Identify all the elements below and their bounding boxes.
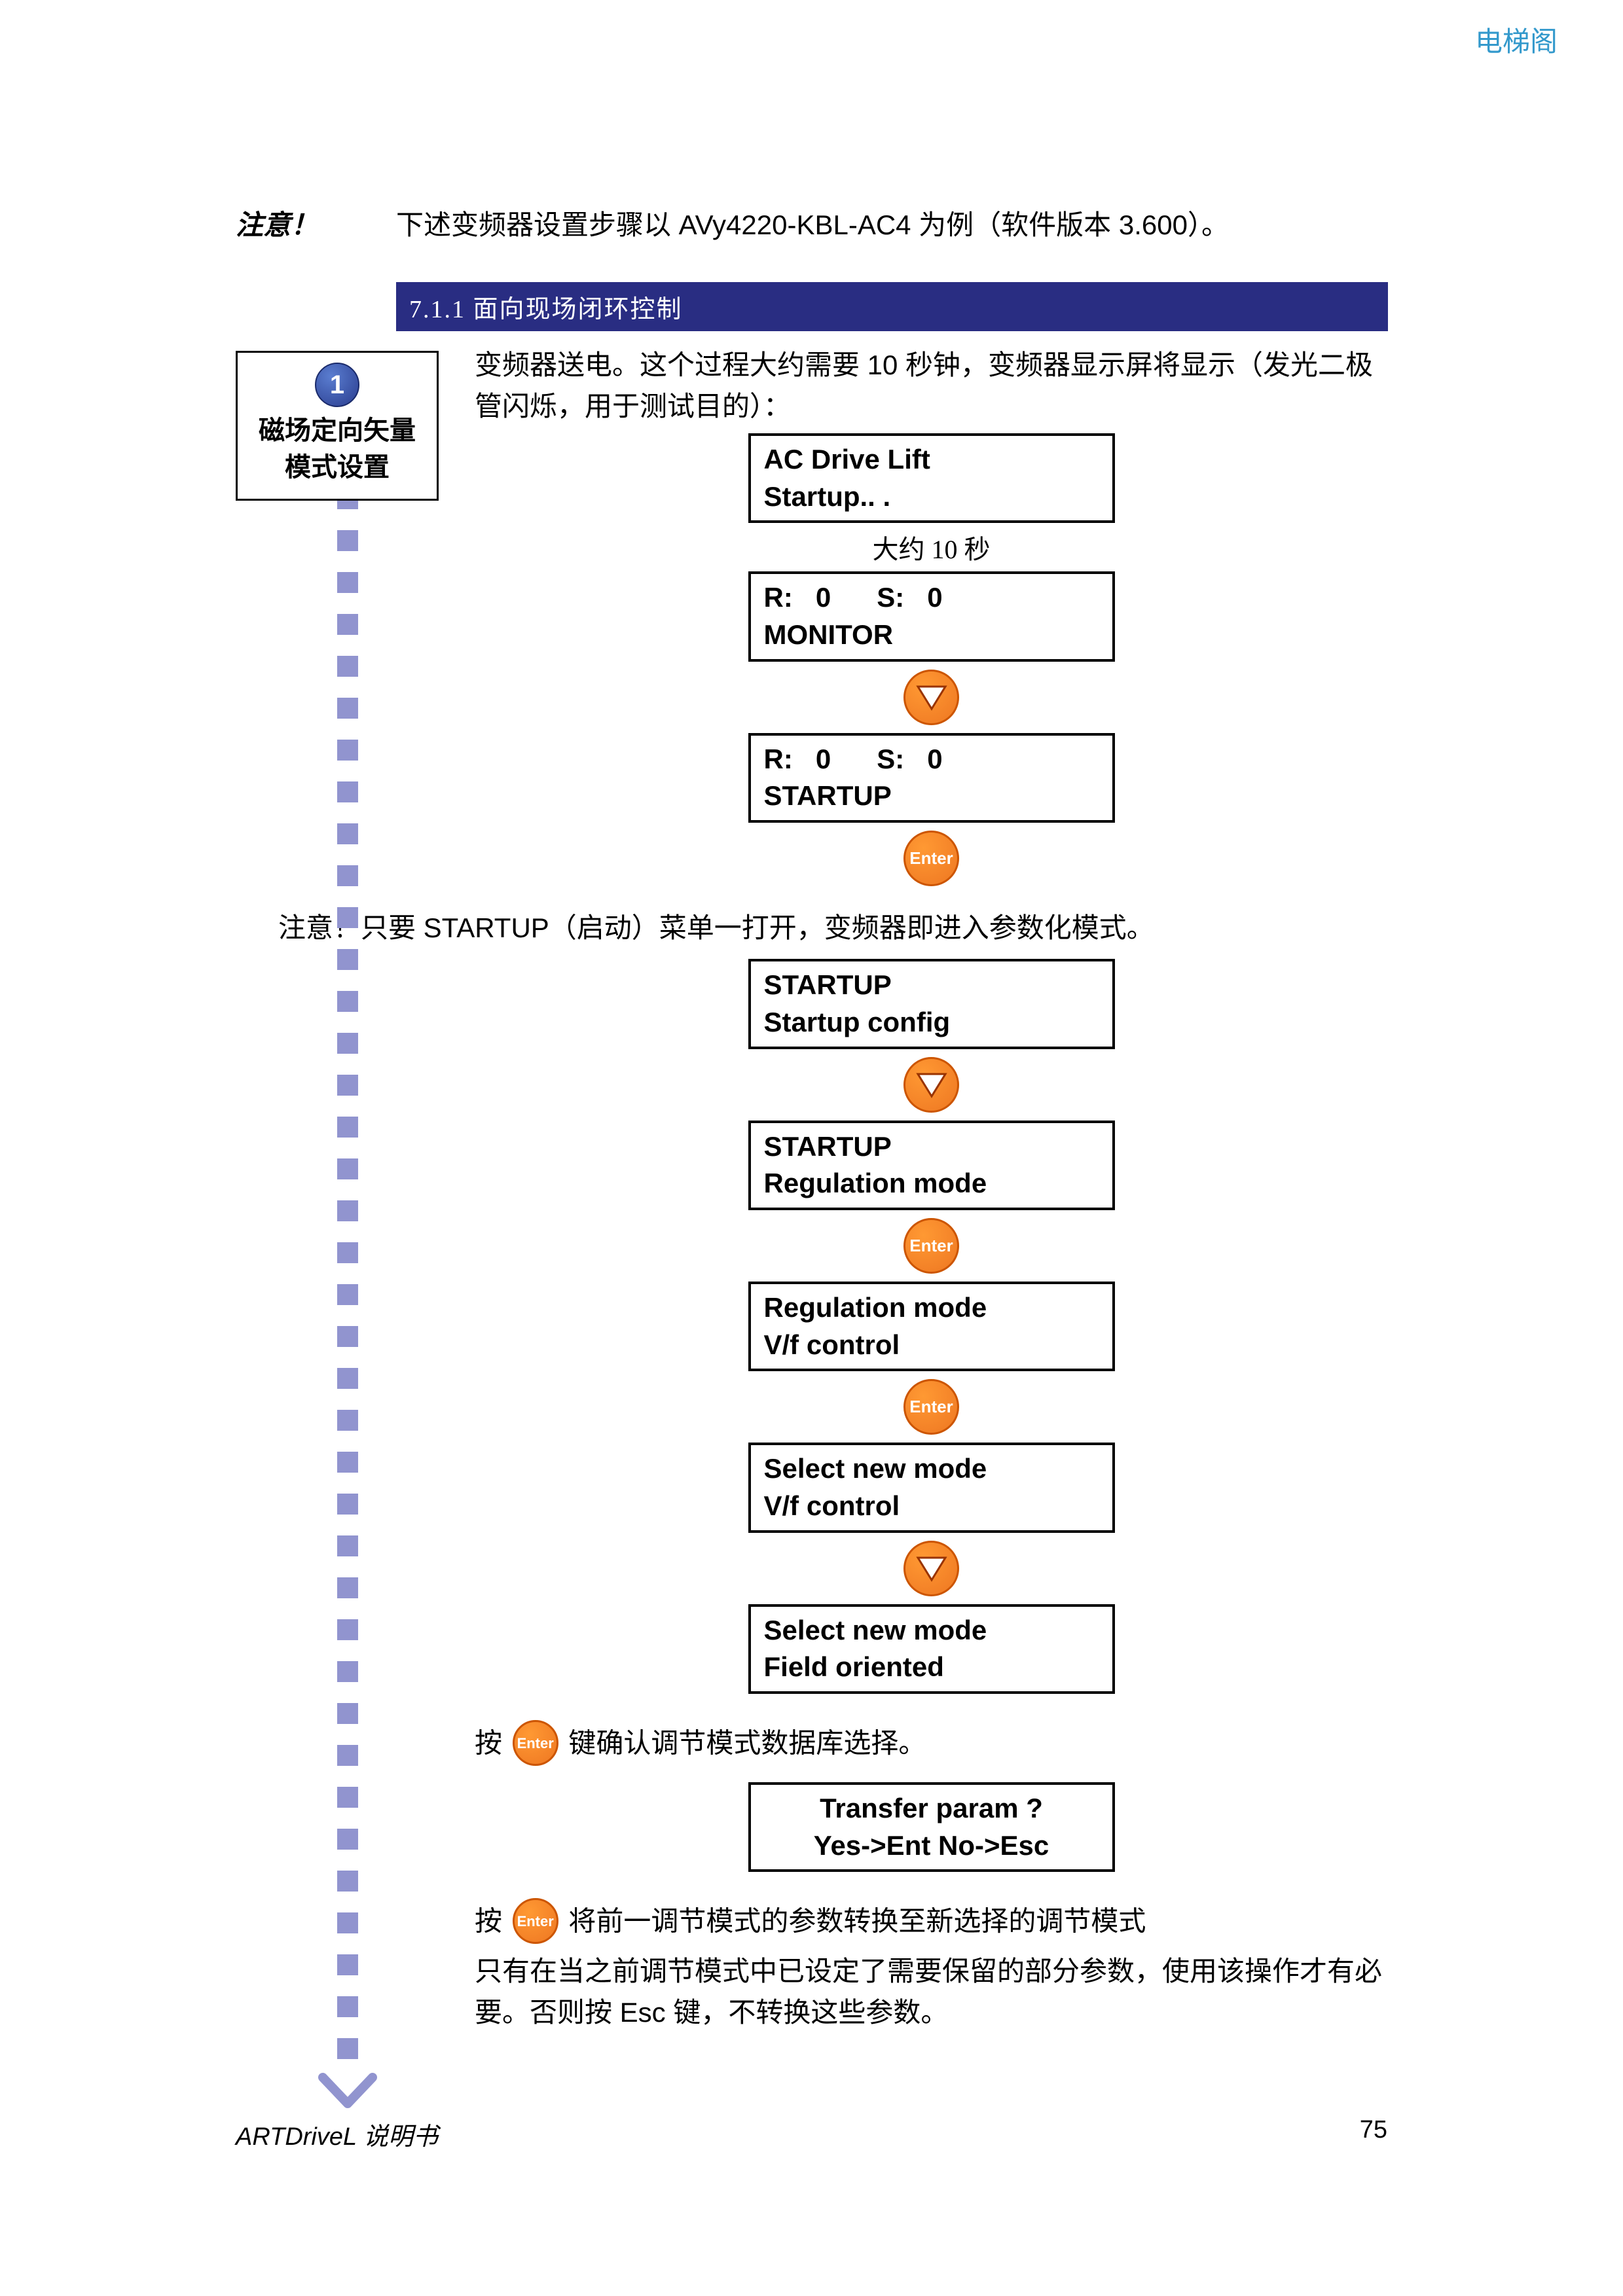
- final-paragraph-2: 只有在当之前调节模式中已设定了需要保留的部分参数，使用该操作才有必要。否则按 E…: [475, 1950, 1388, 2033]
- box1-line2: Startup.. .: [764, 478, 1099, 516]
- final-post: 将前一调节模式的参数转换至新选择的调节模式: [568, 1906, 1146, 1937]
- down-triangle-icon: [903, 1541, 959, 1596]
- down-button-row-1: [475, 670, 1388, 725]
- down-triangle-icon: [903, 1057, 959, 1113]
- box7-line1: Select new mode: [764, 1450, 1099, 1488]
- display-box-7: Select new mode V/f control: [748, 1443, 1115, 1532]
- enter-button-row-2: Enter: [475, 1218, 1388, 1274]
- box3-line1: R: 0 S: 0: [764, 741, 1099, 778]
- enter-button-icon: Enter: [903, 1379, 959, 1435]
- display-box-5: STARTUP Regulation mode: [748, 1121, 1115, 1210]
- confirm-line: 按 Enter 键确认调节模式数据库选择。: [475, 1720, 1388, 1766]
- box8-line1: Select new mode: [764, 1612, 1099, 1649]
- main-layout: 1 磁场定向矢量 模式设置 变频器送电。这个过程大约: [236, 331, 1388, 2039]
- display-box-1: AC Drive Lift Startup.. .: [748, 433, 1115, 523]
- final-line-1: 按 Enter 将前一调节模式的参数转换至新选择的调节模式: [475, 1898, 1388, 1944]
- wait-label: 大约 10 秒: [475, 528, 1388, 566]
- display-box-2: R: 0 S: 0 MONITOR: [748, 571, 1115, 661]
- left-column: 1 磁场定向矢量 模式设置: [236, 331, 475, 2039]
- enter-button-icon: Enter: [513, 1720, 558, 1766]
- watermark: 电梯阁: [1475, 20, 1558, 60]
- final-pre: 按: [475, 1906, 502, 1937]
- dashed-arrow: [337, 488, 363, 2105]
- step-box: 1 磁场定向矢量 模式设置: [236, 351, 439, 501]
- section-title: 面向现场闭环控制: [473, 296, 683, 323]
- step-title-line2: 模式设置: [244, 449, 430, 486]
- intro-paragraph: 变频器送电。这个过程大约需要 10 秒钟，变频器显示屏将显示（发光二极管闪烁，用…: [475, 344, 1388, 427]
- enter-button-icon: Enter: [513, 1898, 558, 1944]
- enter-button-row-1: Enter: [475, 831, 1388, 886]
- box4-line2: Startup config: [764, 1004, 1099, 1041]
- box5-line2: Regulation mode: [764, 1165, 1099, 1202]
- box6-line2: V/f control: [764, 1327, 1099, 1364]
- notice-row: 注意！ 下述变频器设置步骤以 AVy4220-KBL-AC4 为例（软件版本 3…: [236, 203, 1388, 243]
- enter-button-icon: Enter: [903, 831, 959, 886]
- enter-button-row-3: Enter: [475, 1379, 1388, 1435]
- step-number-circle: 1: [315, 363, 359, 407]
- box9-line1: Transfer param ?: [764, 1790, 1099, 1827]
- enter-button-icon: Enter: [903, 1218, 959, 1274]
- box3-line2: STARTUP: [764, 778, 1099, 815]
- page-content: 注意！ 下述变频器设置步骤以 AVy4220-KBL-AC4 为例（软件版本 3…: [236, 203, 1388, 2039]
- display-box-8: Select new mode Field oriented: [748, 1604, 1115, 1694]
- right-column: 变频器送电。这个过程大约需要 10 秒钟，变频器显示屏将显示（发光二极管闪烁，用…: [475, 331, 1388, 2039]
- step-title-line1: 磁场定向矢量: [244, 412, 430, 449]
- section-number: 7.1.1: [409, 296, 465, 323]
- confirm-pre: 按: [475, 1728, 502, 1759]
- display-box-9: Transfer param ? Yes->Ent No->Esc: [748, 1782, 1115, 1872]
- box4-line1: STARTUP: [764, 967, 1099, 1004]
- notice-label: 注意！: [236, 203, 396, 243]
- arrow-down-icon: [318, 2072, 378, 2111]
- display-box-4: STARTUP Startup config: [748, 959, 1115, 1049]
- notice-text: 下述变频器设置步骤以 AVy4220-KBL-AC4 为例（软件版本 3.600…: [396, 203, 1229, 243]
- box7-line2: V/f control: [764, 1488, 1099, 1525]
- display-box-6: Regulation mode V/f control: [748, 1282, 1115, 1371]
- box2-line1: R: 0 S: 0: [764, 579, 1099, 617]
- box8-line2: Field oriented: [764, 1649, 1099, 1686]
- confirm-post: 键确认调节模式数据库选择。: [568, 1728, 926, 1759]
- footer-left: ARTDriveL 说明书: [236, 2116, 438, 2152]
- down-triangle-icon: [903, 670, 959, 725]
- down-button-row-3: [475, 1541, 1388, 1596]
- box2-line2: MONITOR: [764, 617, 1099, 654]
- section-header: 7.1.1 面向现场闭环控制: [396, 282, 1388, 331]
- footer-page-number: 75: [1360, 2116, 1387, 2152]
- display-box-3: R: 0 S: 0 STARTUP: [748, 733, 1115, 823]
- box9-line2: Yes->Ent No->Esc: [764, 1827, 1099, 1865]
- down-button-row-2: [475, 1057, 1388, 1113]
- page-footer: ARTDriveL 说明书 75: [236, 2116, 1387, 2152]
- box6-line1: Regulation mode: [764, 1289, 1099, 1327]
- box1-line1: AC Drive Lift: [764, 441, 1099, 478]
- box5-line1: STARTUP: [764, 1128, 1099, 1166]
